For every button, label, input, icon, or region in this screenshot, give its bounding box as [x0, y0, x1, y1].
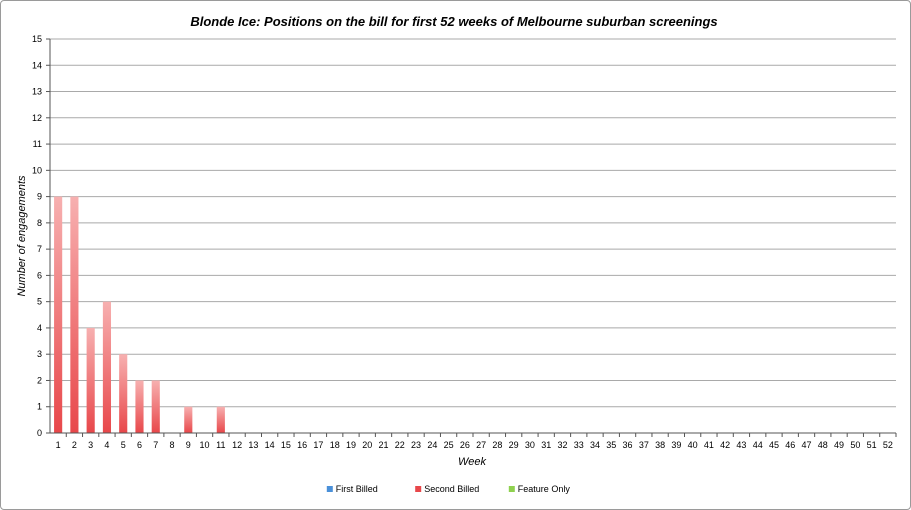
grid [50, 38, 896, 408]
x-axis-label: Week [458, 456, 486, 468]
x-tick-label: 16 [297, 440, 307, 450]
x-tick-label: 20 [362, 440, 372, 450]
x-tick-label: 18 [330, 440, 340, 450]
x-tick-label: 35 [606, 440, 616, 450]
x-tick-label: 33 [574, 440, 584, 450]
x-tick-label: 51 [867, 440, 877, 450]
y-axis-label: Number of engagements [16, 175, 28, 297]
bar-second-billed-week-2 [70, 196, 79, 433]
y-tick-label: 8 [37, 218, 42, 228]
x-tick-label: 25 [444, 440, 454, 450]
x-tick-label: 21 [379, 440, 389, 450]
legend-label-feature-only: Feature Only [518, 484, 571, 494]
y-tick-label: 1 [37, 402, 42, 412]
legend-swatch-second-billed [415, 486, 422, 492]
x-tick-label: 2 [72, 440, 77, 450]
chart-title: Blonde Ice: Positions on the bill for fi… [190, 14, 717, 29]
bar-second-billed-week-5 [119, 354, 128, 433]
legend-label-first-billed: First Billed [336, 484, 378, 494]
x-tick-label: 14 [265, 440, 275, 450]
x-tick-label: 19 [346, 440, 356, 450]
bar-second-billed-week-9 [184, 406, 193, 433]
legend-label-second-billed: Second Billed [424, 484, 479, 494]
x-tick-label: 36 [623, 440, 633, 450]
y-tick-label: 7 [37, 244, 42, 254]
x-tick-label: 37 [639, 440, 649, 450]
y-tick-label: 3 [37, 349, 42, 359]
y-tick-label: 9 [37, 192, 42, 202]
y-tick-label: 12 [32, 113, 42, 123]
y-tick-label: 15 [32, 34, 42, 44]
x-tick-label: 6 [137, 440, 142, 450]
x-tick-label: 49 [834, 440, 844, 450]
x-tick-label: 17 [313, 440, 323, 450]
legend-swatch-first-billed [326, 486, 333, 492]
x-tick-label: 39 [671, 440, 681, 450]
x-tick-label: 5 [121, 440, 126, 450]
x-tick-label: 41 [704, 440, 714, 450]
x-tick-label: 40 [688, 440, 698, 450]
bar-second-billed-week-11 [216, 406, 225, 433]
y-tick-label: 6 [37, 270, 42, 280]
x-tick-label: 3 [88, 440, 93, 450]
x-tick-label: 24 [427, 440, 437, 450]
bar-second-billed-week-6 [135, 380, 144, 433]
bar-second-billed-week-3 [86, 327, 95, 433]
bar-second-billed-week-4 [102, 301, 112, 433]
x-tick-label: 1 [56, 440, 61, 450]
y-tick-label: 11 [33, 139, 42, 149]
x-tick-label: 44 [753, 440, 763, 450]
x-tick-label: 52 [883, 440, 893, 450]
x-tick-label: 48 [818, 440, 828, 450]
y-tick-label: 10 [32, 165, 42, 175]
x-tick-label: 13 [248, 440, 258, 450]
x-tick-label: 32 [557, 440, 567, 450]
x-tick-label: 4 [104, 440, 109, 450]
bar-second-billed-week-1 [54, 196, 63, 433]
x-tick-label: 45 [769, 440, 779, 450]
y-tick-label: 14 [32, 60, 42, 70]
y-tick-label: 5 [37, 297, 42, 307]
x-tick-label: 7 [153, 440, 158, 450]
x-tick-label: 29 [509, 440, 519, 450]
legend: First Billed Second Billed Feature Only [326, 484, 571, 494]
x-tick-label: 26 [460, 440, 470, 450]
bars [54, 196, 225, 433]
y-tick-label: 0 [37, 428, 42, 438]
x-tick-label: 38 [655, 440, 665, 450]
x-tick-label: 28 [492, 440, 502, 450]
x-tick-label: 43 [736, 440, 746, 450]
y-tick-label: 13 [32, 87, 42, 97]
x-tick-label: 47 [802, 440, 812, 450]
x-tick-label: 42 [720, 440, 730, 450]
legend-swatch-feature-only [508, 486, 515, 492]
x-tick-label: 50 [850, 440, 860, 450]
x-tick-label: 10 [200, 440, 210, 450]
x-tick-label: 27 [476, 440, 486, 450]
x-tick-label: 34 [590, 440, 600, 450]
y-tick-label: 4 [37, 323, 42, 333]
x-tick-label: 8 [170, 440, 175, 450]
x-tick-label: 12 [232, 440, 242, 450]
x-tick-label: 22 [395, 440, 405, 450]
x-tick-label: 23 [411, 440, 421, 450]
x-tick-label: 31 [541, 440, 551, 450]
x-tick-label: 9 [186, 440, 191, 450]
x-tick-label: 15 [281, 440, 291, 450]
x-tick-label: 30 [525, 440, 535, 450]
x-tick-label: 46 [785, 440, 795, 450]
bar-second-billed-week-7 [151, 380, 160, 433]
x-tick-label: 11 [216, 440, 225, 450]
y-tick-label: 2 [37, 375, 42, 385]
